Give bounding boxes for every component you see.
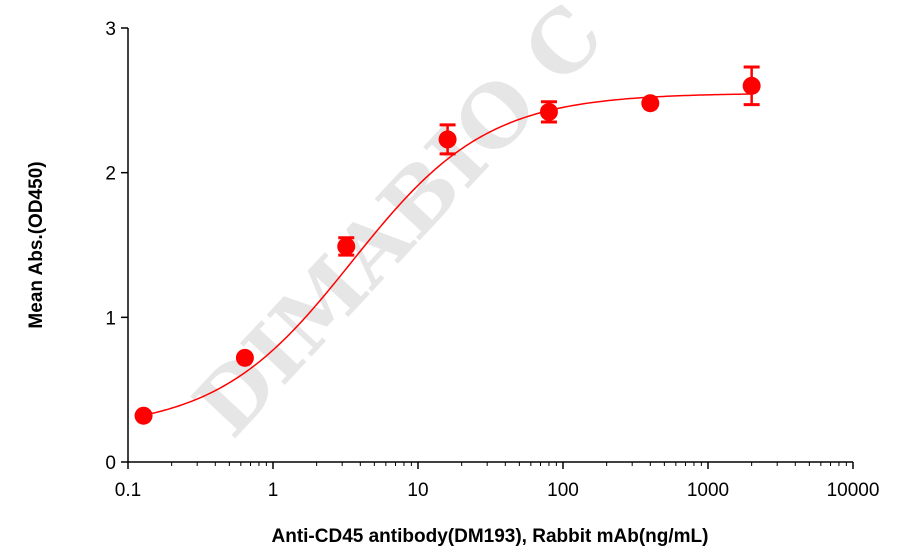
x-tick-label: 10000 — [827, 480, 880, 501]
x-tick-label: 100 — [547, 480, 579, 501]
axes — [127, 28, 853, 463]
data-point — [742, 76, 761, 95]
x-tick-label: 10 — [407, 480, 428, 501]
x-axis-title: Anti-CD45 antibody(DM193), Rabbit mAb(ng… — [272, 526, 709, 547]
data-point — [641, 94, 660, 113]
y-tick-label: 0 — [105, 453, 116, 474]
y-tick-label: 2 — [105, 164, 116, 185]
y-tick-label: 1 — [105, 308, 116, 329]
x-tick-label: 0.1 — [115, 480, 141, 501]
data-point — [539, 102, 558, 121]
y-tick-label: 3 — [105, 19, 116, 40]
axis-ticks: 0 1 2 3 0.1 1 10 100 1000 10000 — [105, 19, 879, 501]
y-axis-title: Mean Abs.(OD450) — [26, 161, 47, 328]
x-tick-label: 1 — [268, 480, 279, 501]
data-point — [337, 237, 356, 256]
x-tick-label: 1000 — [687, 480, 729, 501]
data-point — [134, 406, 153, 425]
watermark-text: DIMABIO C — [175, 0, 622, 455]
plot-area — [134, 65, 761, 425]
data-point — [235, 348, 254, 367]
data-point — [438, 130, 457, 149]
